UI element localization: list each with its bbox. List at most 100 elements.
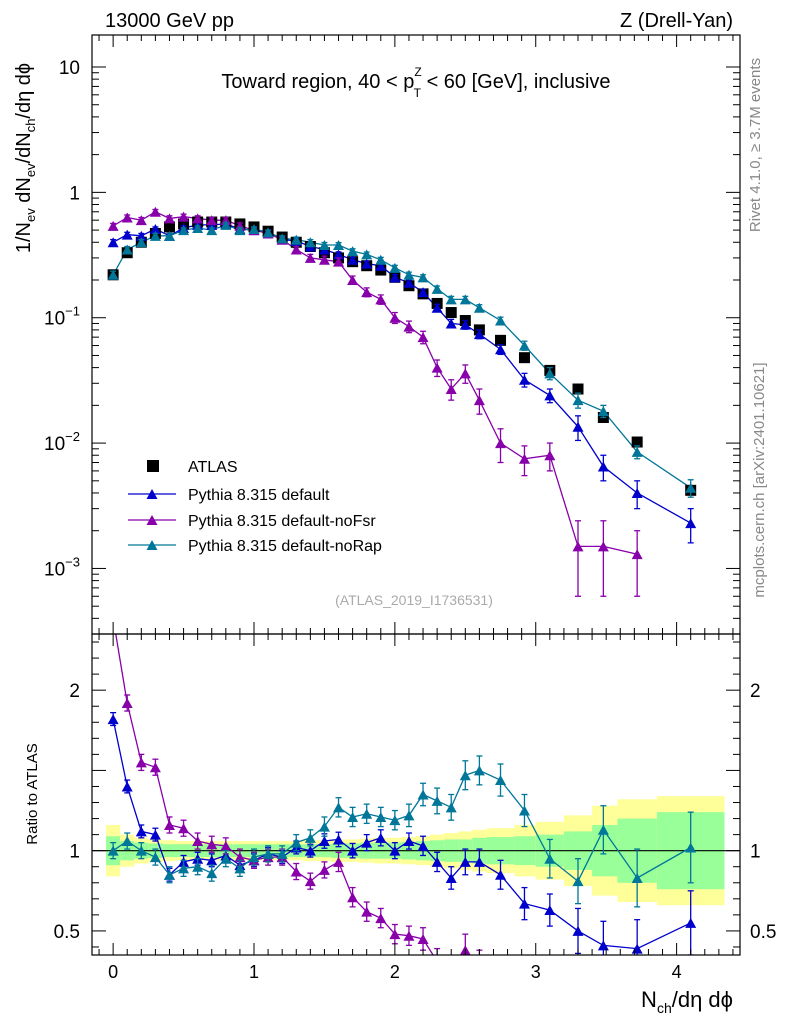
data-point-noFsr	[163, 213, 175, 224]
data-point-data	[445, 307, 457, 319]
ratio-point-noRap	[276, 848, 288, 859]
ratio-point-noFsr	[544, 972, 555, 982]
ratio-point-noFsr	[234, 852, 246, 863]
ratio-y-tick-label-right: 0.5	[750, 922, 776, 943]
data-point-default	[149, 224, 161, 235]
ratio-point-noFsr	[432, 956, 443, 966]
ratio-y-tick-label-right: 2	[750, 681, 761, 702]
ratio-point-default	[445, 872, 457, 883]
data-point-noFsr	[107, 220, 119, 231]
x-axis-label: Nch/dη dϕ	[641, 987, 733, 1016]
data-point-noRap	[248, 224, 260, 235]
data-point-noRap	[631, 446, 643, 457]
data-point-noFsr	[192, 213, 204, 224]
ratio-point-noRap	[347, 811, 359, 822]
ratio-point-noRap	[518, 805, 530, 816]
data-point-data	[495, 334, 507, 346]
ratio-point-default	[389, 845, 401, 856]
data-point-default	[417, 287, 429, 298]
ratio-panel-series	[107, 613, 697, 1007]
ratio-point-noRap	[107, 845, 119, 856]
data-point-noFsr	[403, 321, 415, 332]
data-point-noFsr	[473, 395, 485, 406]
ratio-point-noRap	[572, 876, 584, 887]
ratio-point-default	[304, 845, 316, 856]
data-point-default	[445, 318, 457, 329]
legend-marker-atlas	[147, 460, 159, 472]
ratio-point-default	[107, 714, 119, 725]
rivet-version-label: Rivet 4.1.0, ≥ 3.7M events	[747, 58, 764, 232]
data-point-default	[361, 258, 373, 269]
data-point-noFsr	[304, 252, 316, 263]
data-point-noFsr	[149, 206, 161, 217]
ratio-point-noFsr	[206, 839, 218, 850]
data-point-noRap	[220, 219, 232, 230]
data-point-data	[631, 436, 643, 448]
ratio-point-noFsr	[318, 864, 330, 875]
data-point-noRap	[473, 302, 485, 313]
ratio-point-default	[597, 940, 609, 951]
x-tick-label: 4	[672, 962, 682, 982]
data-point-noRap	[135, 237, 147, 248]
ratio-point-noFsr	[121, 698, 133, 709]
data-point-default	[459, 319, 471, 330]
axes: 0 1 2 3 4 10−3 10−2 10−1 1 10 0.5 0.5 1 1 2 2	[44, 34, 776, 982]
data-point-noRap	[361, 249, 373, 260]
legend-label-nofsr: Pythia 8.315 default-noFsr	[188, 513, 376, 530]
ratio-point-default	[361, 837, 373, 848]
data-point-data	[163, 221, 175, 233]
data-point-noRap	[544, 368, 556, 379]
ratio-point-noFsr	[598, 992, 609, 1002]
ratio-point-default	[333, 834, 345, 845]
data-point-noRap	[262, 227, 274, 238]
main-panel-series	[107, 206, 697, 597]
data-point-noFsr	[389, 312, 401, 323]
data-point-noFsr	[572, 541, 584, 552]
ratio-point-default	[544, 905, 556, 916]
ratio-point-default	[473, 856, 485, 867]
analysis-watermark: (ATLAS_2019_I1736531)	[335, 592, 493, 608]
ratio-point-noFsr	[178, 823, 190, 834]
ratio-point-noFsr	[573, 997, 584, 1007]
series-line-default	[112, 223, 692, 524]
ratio-point-noRap	[375, 811, 387, 822]
ratio-point-noRap	[262, 848, 274, 859]
mcplots-label: mcplots.cern.ch [arXiv:2401.10621]	[751, 362, 768, 597]
ratio-point-default	[121, 781, 133, 792]
data-point-default	[107, 237, 119, 248]
data-point-noRap	[234, 225, 246, 236]
data-point-default	[333, 249, 345, 260]
data-point-noRap	[192, 222, 204, 233]
ratio-point-noFsr	[108, 613, 119, 623]
ratio-point-noFsr	[135, 757, 147, 768]
data-point-noRap	[178, 225, 190, 236]
y-tick-label: 10	[59, 58, 80, 79]
data-point-noFsr	[431, 362, 443, 373]
data-point-noRap	[276, 233, 288, 244]
data-point-noFsr	[445, 384, 457, 395]
data-point-noRap	[403, 269, 415, 280]
legend-label-norap: Pythia 8.315 default-noRap	[188, 538, 382, 555]
ratio-point-noRap	[403, 810, 415, 821]
ratio-point-noFsr	[389, 929, 401, 940]
ratio-point-default	[375, 832, 387, 843]
ratio-point-noFsr	[417, 933, 429, 944]
ratio-point-noRap	[220, 853, 232, 864]
data-point-noRap	[290, 234, 302, 245]
ratio-line-noRap	[112, 769, 692, 883]
ratio-point-default	[495, 869, 507, 880]
ratio-point-default	[135, 826, 147, 837]
data-point-noFsr	[333, 256, 345, 267]
ratio-point-noRap	[417, 789, 429, 800]
ratio-point-noFsr	[333, 856, 345, 867]
data-point-noRap	[495, 315, 507, 326]
ratio-point-noRap	[685, 842, 697, 853]
y-tick-label: 1	[69, 183, 80, 204]
header-left: 13000 GeV pp	[105, 10, 234, 32]
y-tick-label: 10−2	[44, 429, 80, 455]
ratio-point-noFsr	[163, 819, 175, 830]
y-tick-label: 10−1	[44, 304, 80, 330]
data-point-noRap	[121, 244, 133, 255]
data-point-default	[518, 374, 530, 385]
x-tick-label: 1	[249, 962, 259, 982]
